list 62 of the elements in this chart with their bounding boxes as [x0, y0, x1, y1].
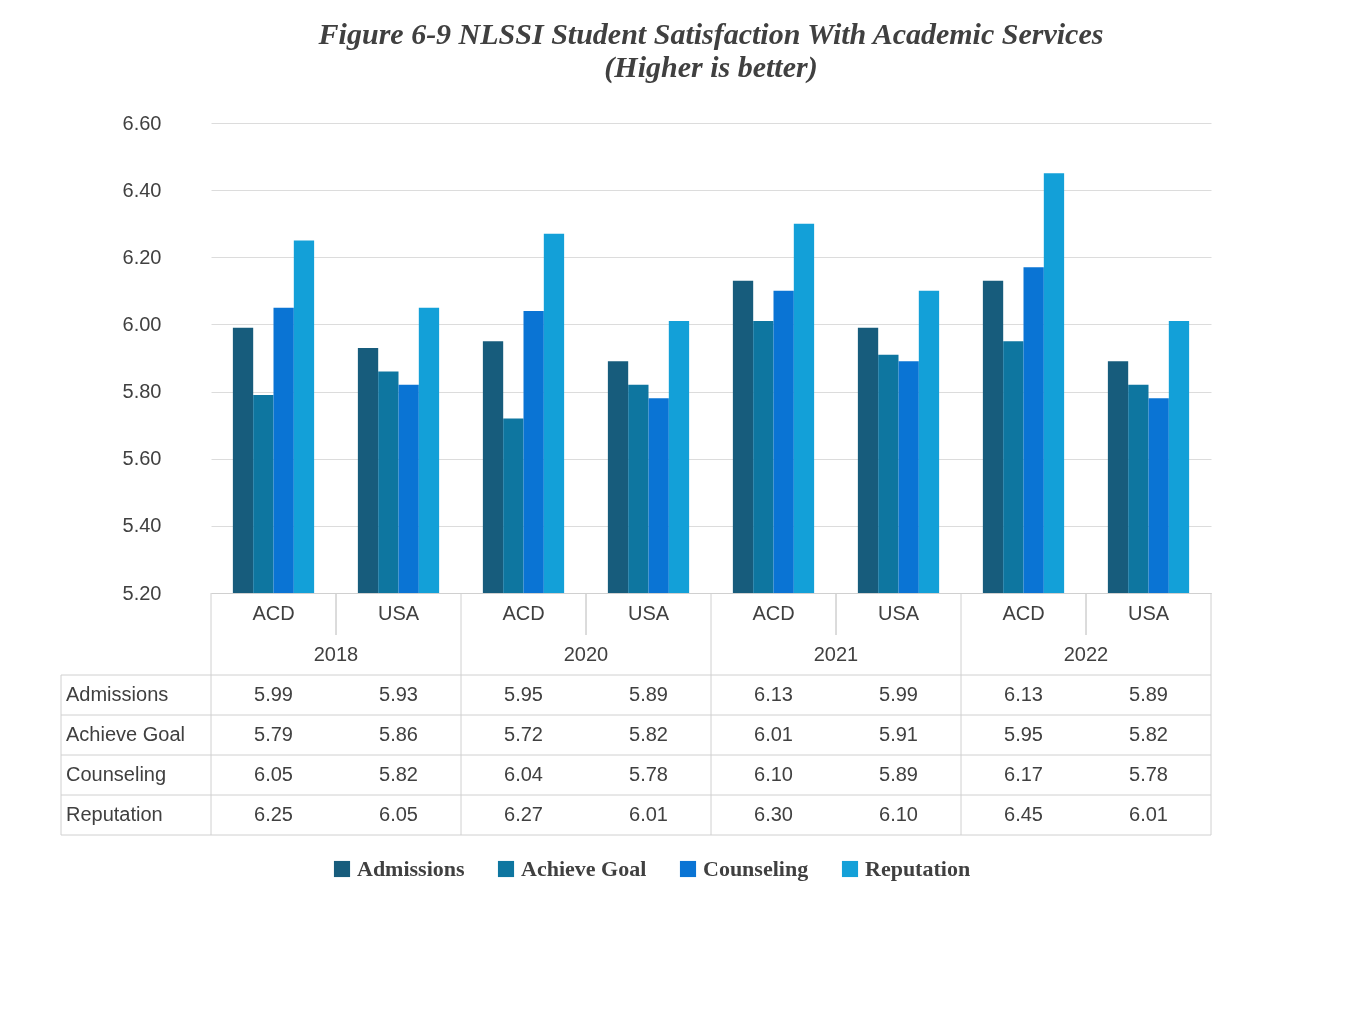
data-label: 5.82 — [379, 763, 418, 785]
data-label: 6.13 — [754, 683, 793, 705]
data-label: 5.95 — [504, 683, 543, 705]
data-label: 6.25 — [254, 803, 293, 825]
text: Reputation — [66, 803, 163, 825]
data-label: 5.99 — [879, 683, 918, 705]
data-label: 5.89 — [879, 763, 918, 785]
data-label: 6.13 — [1004, 683, 1043, 705]
y-tick-label: 6.00 — [122, 312, 162, 335]
x-tick-label: USA — [877, 601, 920, 624]
text: 2020 — [563, 643, 609, 665]
data-label: 5.95 — [1004, 723, 1043, 745]
data-label: 6.17 — [1004, 763, 1043, 785]
data-label: 5.78 — [1129, 763, 1168, 785]
data-label: 6.01 — [754, 723, 793, 745]
text: Admissions — [66, 683, 169, 705]
legend-label: Admissions — [357, 856, 466, 881]
data-label: 6.10 — [879, 803, 918, 825]
y-tick-label: 6.20 — [122, 245, 162, 268]
data-label: 6.04 — [504, 763, 543, 785]
x-tick-label: ACD — [752, 601, 795, 624]
data-label: 5.93 — [379, 683, 418, 705]
data-label: 6.01 — [1129, 803, 1168, 825]
y-tick-label: 6.60 — [122, 111, 162, 134]
data-label: 5.89 — [629, 683, 668, 705]
text: 2022 — [1063, 643, 1109, 665]
x-tick-label: USA — [377, 601, 420, 624]
x-tick-label: USA — [627, 601, 670, 624]
data-label: 6.27 — [504, 803, 543, 825]
x-tick-label: ACD — [502, 601, 545, 624]
data-label: 5.89 — [1129, 683, 1168, 705]
y-tick-label: 6.40 — [122, 178, 162, 201]
legend-label: Counseling — [703, 856, 809, 881]
data-label: 5.99 — [254, 683, 293, 705]
data-label: 5.79 — [254, 723, 293, 745]
x-tick-label: USA — [1127, 601, 1170, 624]
text: 2021 — [813, 643, 859, 665]
data-label: 5.82 — [629, 723, 668, 745]
data-label: 6.01 — [629, 803, 668, 825]
x-tick-label: ACD — [1002, 601, 1045, 624]
text: Achieve Goal — [66, 723, 185, 745]
y-tick-label: 5.40 — [122, 514, 162, 537]
data-label: 5.82 — [1129, 723, 1168, 745]
data-label: 6.05 — [254, 763, 293, 785]
data-label: 5.72 — [504, 723, 543, 745]
y-tick-label: 5.60 — [122, 447, 162, 470]
text: Counseling — [66, 763, 167, 785]
legend-label: Reputation — [865, 856, 971, 881]
chart-title: Figure 6-9 NLSSI Student Satisfaction With Academic Services — [317, 17, 1104, 50]
y-tick-label: 5.80 — [122, 380, 162, 403]
data-label: 6.10 — [754, 763, 793, 785]
chart-subtitle: (Higher is better) — [604, 50, 818, 84]
data-label: 5.86 — [379, 723, 418, 745]
x-tick-label: ACD — [252, 601, 295, 624]
data-label: 6.05 — [379, 803, 418, 825]
data-label: 5.78 — [629, 763, 668, 785]
data-label: 5.91 — [879, 723, 918, 745]
data-label: 6.45 — [1004, 803, 1043, 825]
y-tick-label: 5.20 — [122, 581, 162, 604]
text: 2018 — [313, 643, 359, 665]
legend-label: Achieve Goal — [521, 856, 647, 881]
data-label: 6.30 — [754, 803, 793, 825]
